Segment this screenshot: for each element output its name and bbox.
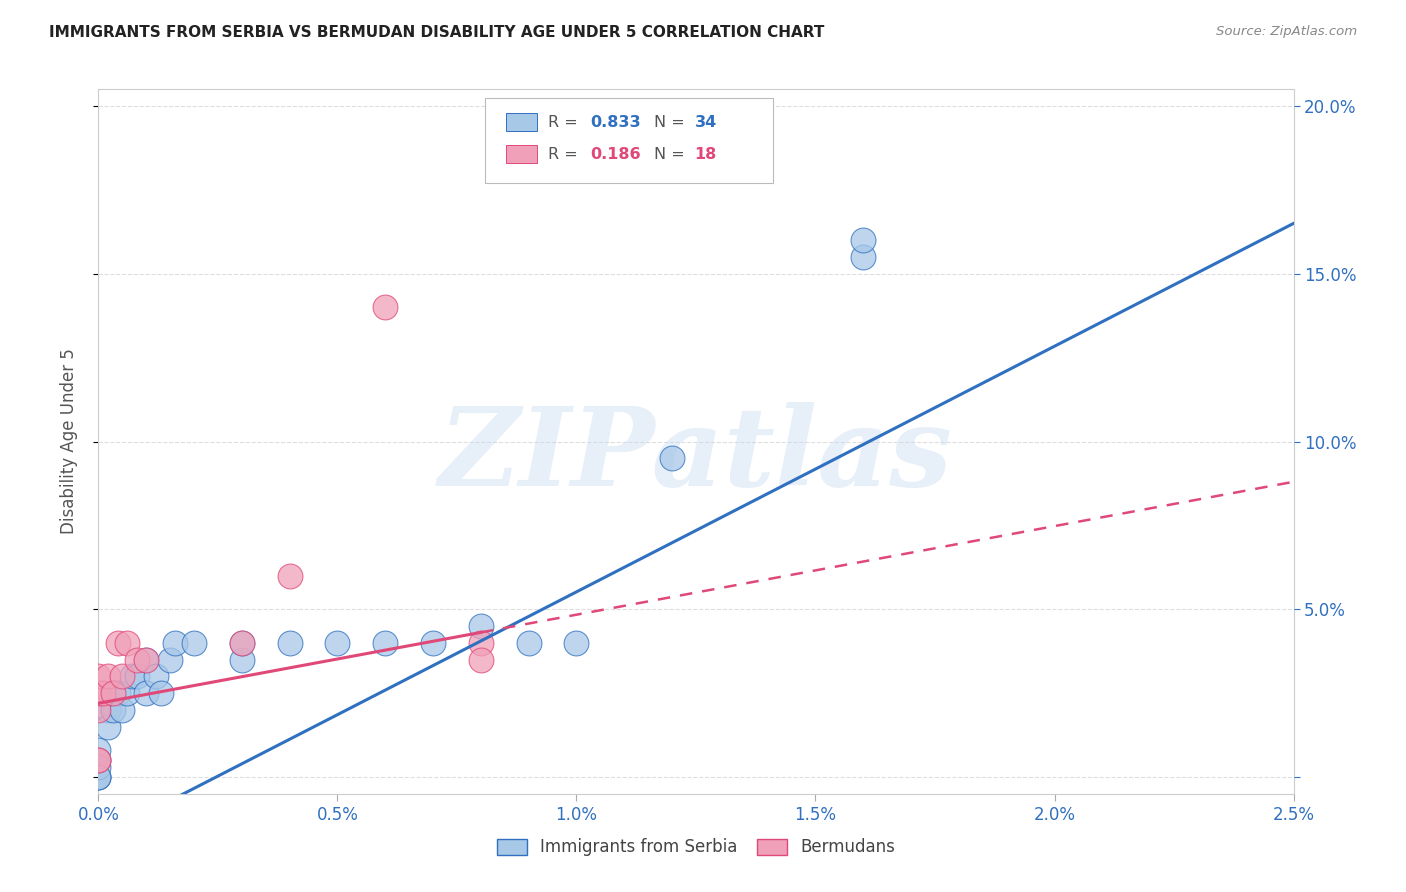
Point [87, 703, 110, 717]
Point [852, 250, 875, 264]
Point [111, 669, 134, 683]
Point [231, 636, 253, 650]
Point [87, 669, 110, 683]
Point [107, 636, 129, 650]
Y-axis label: Disability Age Under 5: Disability Age Under 5 [59, 349, 77, 534]
Point [852, 233, 875, 247]
Text: 0.833: 0.833 [591, 115, 641, 129]
Point [135, 653, 157, 667]
Point [470, 653, 492, 667]
Point [87, 743, 110, 757]
Point [145, 669, 167, 683]
Text: 0.186: 0.186 [591, 147, 641, 161]
Point [163, 636, 186, 650]
Point [149, 686, 172, 700]
Point [87, 686, 110, 700]
Point [107, 686, 129, 700]
Point [183, 636, 205, 650]
Text: R =: R = [548, 115, 583, 129]
Point [87, 760, 110, 774]
Legend: Immigrants from Serbia, Bermudans: Immigrants from Serbia, Bermudans [489, 831, 903, 863]
Point [101, 686, 124, 700]
Text: ZIPatlas: ZIPatlas [439, 402, 953, 509]
Point [97, 720, 120, 734]
Point [87, 753, 110, 767]
Point [111, 703, 134, 717]
Point [125, 653, 148, 667]
Point [565, 636, 588, 650]
Point [91, 686, 114, 700]
Point [101, 686, 124, 700]
Point [87, 770, 110, 784]
Point [115, 686, 138, 700]
Point [470, 636, 492, 650]
Point [87, 770, 110, 784]
Point [125, 669, 148, 683]
Point [422, 636, 444, 650]
Point [87, 753, 110, 767]
Point [278, 636, 301, 650]
Point [374, 636, 396, 650]
Point [517, 636, 540, 650]
Point [97, 703, 120, 717]
Point [374, 301, 396, 315]
Text: 18: 18 [695, 147, 717, 161]
Point [87, 770, 110, 784]
Point [135, 653, 157, 667]
Point [231, 636, 253, 650]
Text: Source: ZipAtlas.com: Source: ZipAtlas.com [1216, 25, 1357, 38]
Point [101, 703, 124, 717]
Point [231, 653, 253, 667]
Point [470, 619, 492, 633]
Text: N =: N = [654, 147, 690, 161]
Text: 34: 34 [695, 115, 717, 129]
Point [87, 753, 110, 767]
Point [661, 451, 683, 466]
Point [278, 568, 301, 582]
Point [97, 669, 120, 683]
Point [121, 669, 143, 683]
Text: R =: R = [548, 147, 583, 161]
Text: IMMIGRANTS FROM SERBIA VS BERMUDAN DISABILITY AGE UNDER 5 CORRELATION CHART: IMMIGRANTS FROM SERBIA VS BERMUDAN DISAB… [49, 25, 824, 40]
Point [135, 686, 157, 700]
Point [326, 636, 349, 650]
Point [159, 653, 181, 667]
Point [115, 636, 138, 650]
Text: N =: N = [654, 115, 690, 129]
